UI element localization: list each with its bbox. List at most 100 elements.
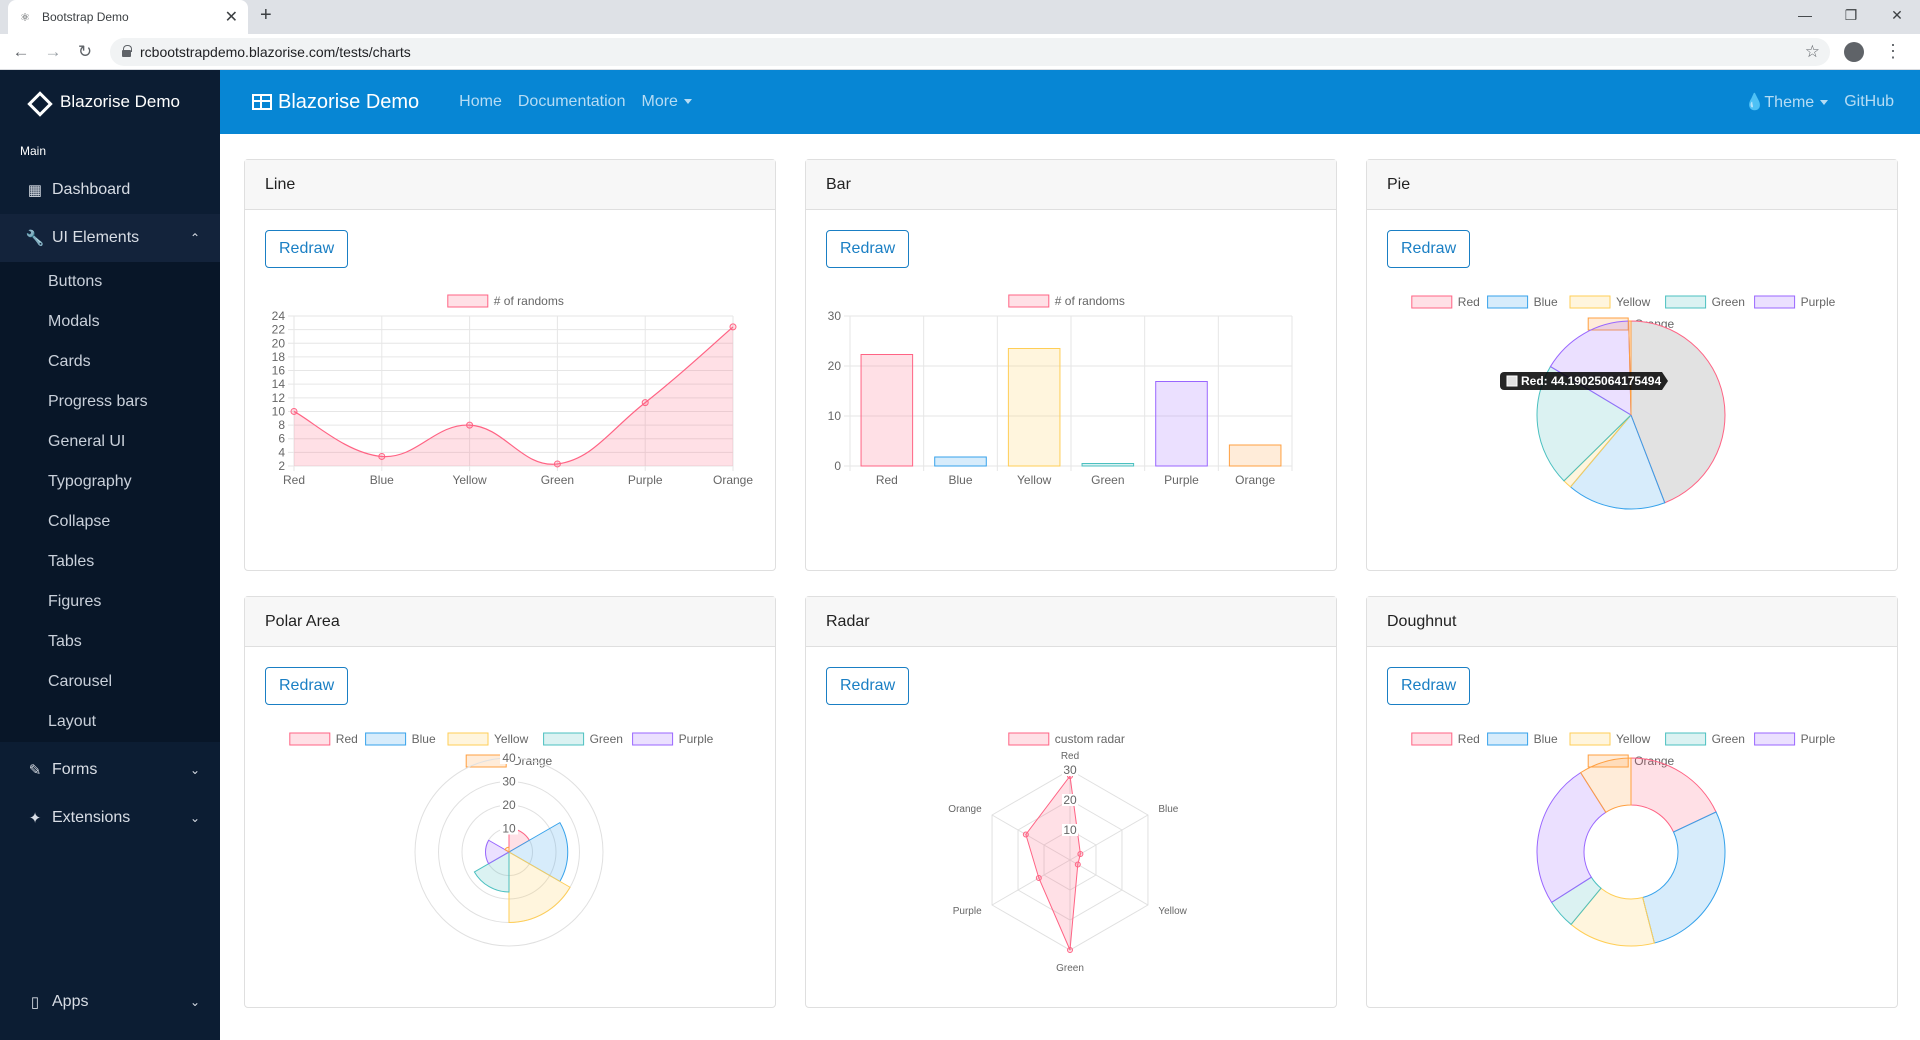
navbar-brand[interactable]: Blazorise Demo: [252, 91, 419, 114]
data-point: [729, 323, 737, 331]
back-icon[interactable]: ←: [12, 42, 30, 61]
chevron-down-icon: ⌄: [189, 763, 200, 777]
legend-swatch: [447, 732, 489, 746]
redraw-button-polar[interactable]: Redraw: [265, 667, 349, 705]
sidebar-subitem-progress-bars[interactable]: Progress bars: [48, 393, 148, 410]
tooltip-text: Red: 44.19025064175494: [1521, 374, 1661, 388]
legend-swatch: [447, 294, 489, 308]
close-tab-icon[interactable]: ✕: [224, 9, 238, 26]
sidebar-subitem-layout[interactable]: Layout: [48, 713, 97, 730]
minimize-icon[interactable]: —: [1798, 7, 1812, 23]
y-tick-label: 16: [272, 364, 286, 378]
legend-label-purple: Purple: [1801, 295, 1836, 309]
restore-icon[interactable]: ❐: [1844, 6, 1858, 23]
droplet-icon: 💧: [1744, 94, 1765, 111]
y-tick-label: 24: [272, 309, 286, 323]
nav-dropdown-theme[interactable]: 💧Theme: [1744, 92, 1829, 112]
y-tick-label: 20: [828, 359, 842, 373]
nav-link-documentation[interactable]: Documentation: [517, 93, 626, 110]
legend-label-blue: Blue: [412, 732, 436, 746]
window-close-icon[interactable]: ✕: [1891, 6, 1903, 23]
address-bar[interactable]: rcbootstrapdemo.blazorise.com/tests/char…: [110, 38, 1830, 66]
data-point: [466, 421, 474, 429]
sidebar-subitem-typography[interactable]: Typography: [48, 473, 132, 490]
sidebar-brand[interactable]: Blazorise Demo: [0, 70, 220, 134]
chevron-down-icon: ⌄: [189, 811, 200, 825]
y-tick-label: 14: [272, 377, 286, 391]
data-point: [378, 452, 386, 460]
r-tick-label: 20: [1063, 793, 1077, 807]
x-tick-label: Red: [283, 473, 305, 487]
data-point: [1074, 861, 1081, 868]
sidebar-item-label: Apps: [52, 993, 89, 1010]
reload-icon[interactable]: ↻: [77, 42, 93, 61]
forward-icon[interactable]: →: [44, 42, 62, 61]
bar-orange: [1228, 444, 1282, 467]
sidebar-brand-label: Blazorise Demo: [60, 92, 180, 111]
legend-label-blue: Blue: [1534, 295, 1558, 309]
browser-toolbar: ← → ↻ rcbootstrapdemo.blazorise.com/test…: [0, 34, 1920, 70]
card-title: Pie: [1367, 160, 1897, 210]
sidebar-subitem-buttons[interactable]: Buttons: [48, 273, 103, 290]
legend-label: custom radar: [1055, 732, 1125, 746]
data-point: [641, 399, 649, 407]
legend-swatch: [632, 732, 674, 746]
nav-link-github[interactable]: GitHub: [1844, 93, 1894, 110]
bookmark-star-icon[interactable]: ☆: [1804, 42, 1820, 61]
nav-dropdown-more[interactable]: More: [641, 93, 692, 111]
sidebar-item-label: UI Elements: [52, 229, 140, 246]
pie-chart: RedBlueYellowGreenPurpleOrangeRed: 44.19…: [1411, 295, 1836, 510]
y-tick-label: 10: [272, 404, 286, 418]
doughnut-segment-blue: [1642, 811, 1726, 944]
sidebar-item-label: Dashboard: [52, 181, 131, 198]
sidebar-subitem-figures[interactable]: Figures: [48, 593, 102, 610]
y-tick-label: 4: [278, 445, 285, 459]
sidebar-item-extensions[interactable]: ✦ Extensions ⌄: [0, 794, 220, 842]
redraw-button-radar[interactable]: Redraw: [826, 667, 910, 705]
sidebar-subitem-tables[interactable]: Tables: [48, 553, 95, 570]
bar-red: [860, 354, 914, 467]
sidebar-section-label: Main: [20, 144, 47, 158]
sidebar-item-dashboard[interactable]: ▦ Dashboard: [0, 166, 220, 214]
sidebar-subitem-collapse[interactable]: Collapse: [48, 513, 111, 530]
bar-blue: [934, 456, 987, 467]
browser-menu-icon[interactable]: ⋮: [1884, 41, 1902, 61]
redraw-button-bar[interactable]: Redraw: [826, 230, 910, 268]
sidebar-item-apps[interactable]: ▯ Apps ⌄: [0, 978, 220, 1026]
pie-slice-purple: [1549, 320, 1632, 416]
sidebar-item-forms[interactable]: ✎ Forms ⌄: [0, 746, 220, 794]
y-tick-label: 12: [272, 391, 286, 405]
sidebar-item-ui-elements[interactable]: 🔧 UI Elements ⌃: [0, 214, 220, 262]
x-tick-label: Green: [1091, 473, 1124, 487]
lock-icon: [122, 45, 132, 57]
browser-tab[interactable]: ⚛ Bootstrap Demo ✕: [8, 0, 248, 34]
x-tick-label: Green: [541, 473, 574, 487]
data-point: [290, 407, 298, 415]
redraw-button-line[interactable]: Redraw: [265, 230, 349, 268]
radar-spoke: [991, 814, 1071, 861]
tooltip-swatch: [1506, 375, 1518, 387]
sidebar-subitem-modals[interactable]: Modals: [48, 313, 100, 330]
y-tick-label: 30: [828, 309, 842, 323]
y-tick-label: 20: [272, 336, 286, 350]
sidebar-subitem-cards[interactable]: Cards: [48, 353, 91, 370]
sidebar-subitem-general-ui[interactable]: General UI: [48, 433, 126, 450]
redraw-button-pie[interactable]: Redraw: [1387, 230, 1471, 268]
new-tab-icon[interactable]: +: [260, 4, 272, 26]
redraw-button-doughnut[interactable]: Redraw: [1387, 667, 1471, 705]
sidebar-subitem-tabs[interactable]: Tabs: [48, 633, 82, 650]
data-point: [1035, 875, 1042, 881]
sidebar-subitem-carousel[interactable]: Carousel: [48, 673, 113, 690]
legend-label: # of randoms: [1055, 294, 1125, 308]
radar-spoke: [991, 859, 1071, 906]
profile-avatar-icon[interactable]: [1844, 42, 1864, 62]
nav-link-home[interactable]: Home: [459, 93, 502, 110]
r-tick-label: 30: [1063, 763, 1077, 777]
y-tick-label: 18: [272, 350, 286, 364]
data-point: [1077, 851, 1084, 857]
legend-label-yellow: Yellow: [494, 732, 529, 746]
legend-label-red: Red: [1458, 732, 1480, 746]
polar-segment-blue: [507, 821, 569, 883]
